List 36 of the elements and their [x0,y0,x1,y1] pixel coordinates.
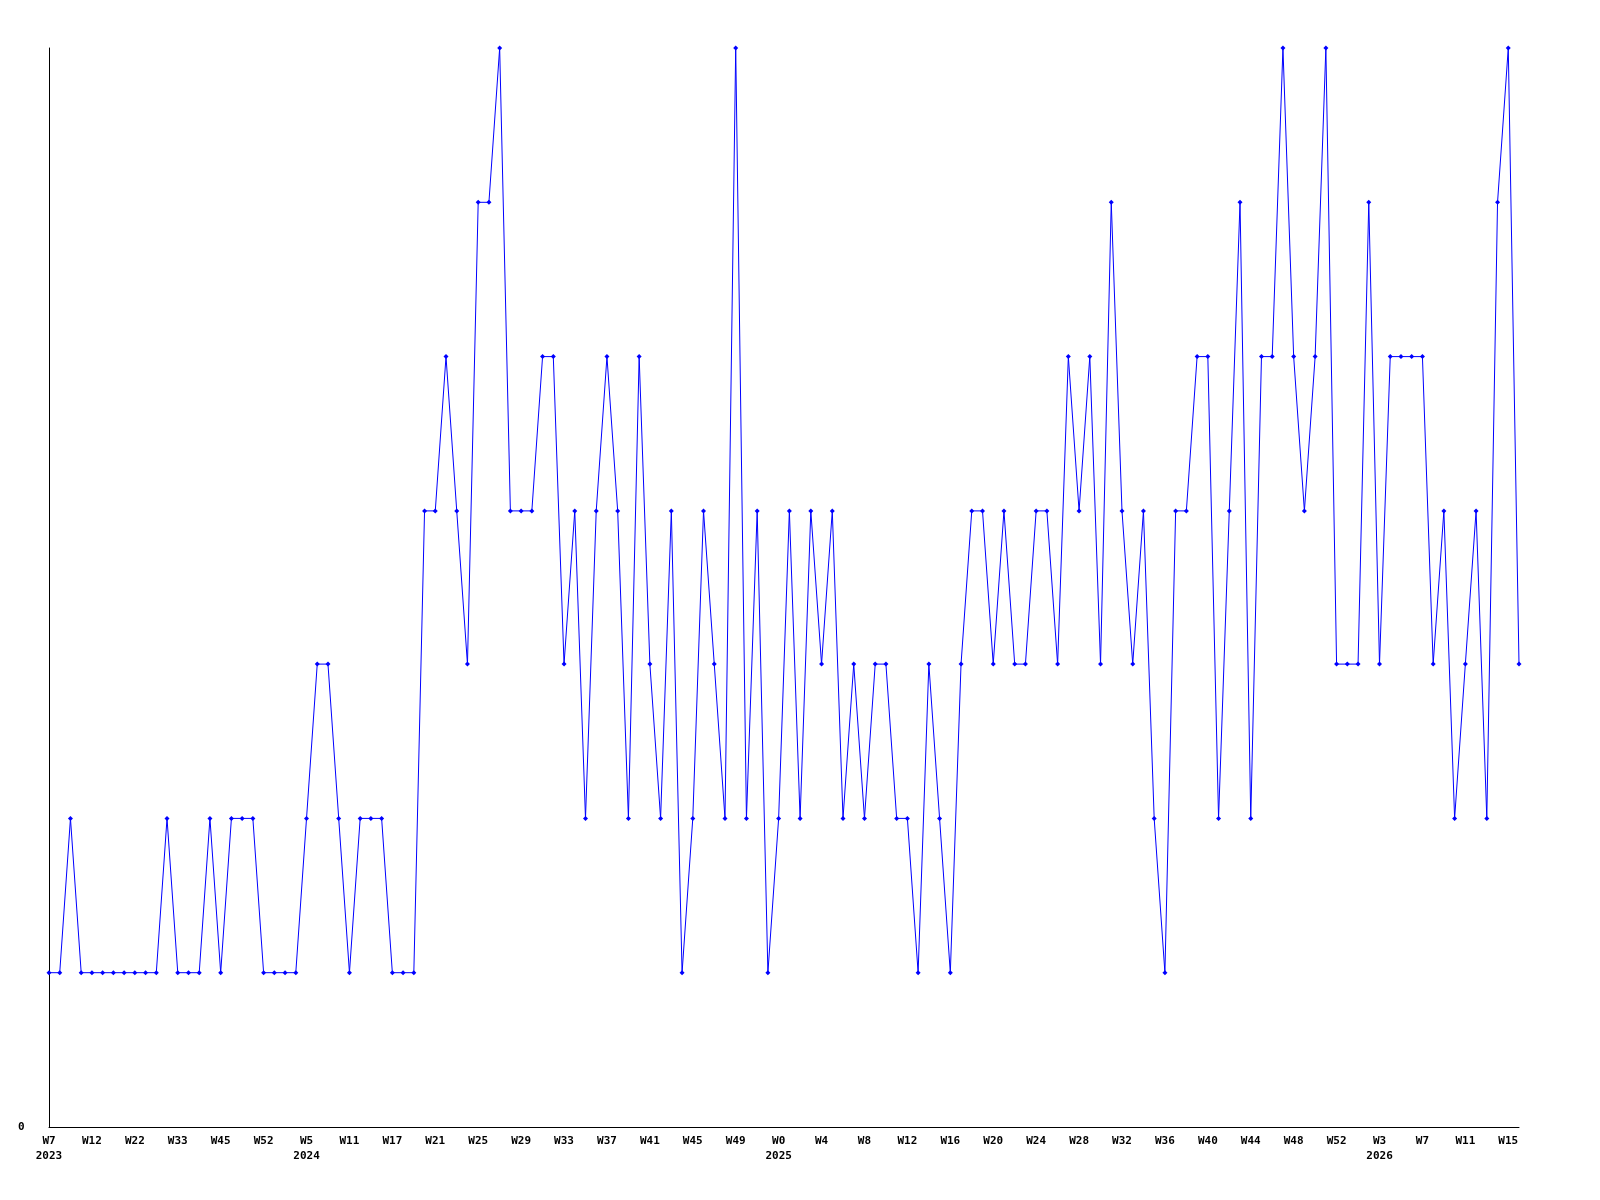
x-tick-label: W11 [1455,1134,1476,1147]
x-tick-label: W28 [1069,1134,1090,1147]
x-tick-label: W49 [725,1134,746,1147]
x-tick-label: W36 [1154,1134,1176,1147]
x-tick-label: W0 2025 [765,1134,792,1162]
x-tick-label: W44 [1240,1134,1262,1147]
x-tick-label: W15 [1498,1134,1519,1147]
x-tick-label: W21 [425,1134,446,1147]
x-tick-label: W12 [81,1134,102,1147]
x-tick-label: W33 [167,1134,188,1147]
x-tick-label: W41 [639,1134,661,1147]
x-tick-label: W20 [983,1134,1004,1147]
x-tick-label: W8 [857,1134,872,1147]
x-tick-label: W12 [897,1134,918,1147]
text: 0 [18,1120,25,1133]
x-tick-label: W24 [1026,1134,1047,1147]
x-tick-label: W32 [1112,1134,1132,1147]
x-tick-label: W37 [597,1134,617,1147]
x-tick-label: W22 [124,1134,145,1147]
x-tick-label: W52 [1326,1134,1347,1147]
x-tick-label: W16 [940,1134,961,1147]
x-tick-label: W7 2023 [35,1134,63,1162]
x-tick-label: W4 [814,1134,829,1147]
x-tick-label: W33 [554,1134,574,1147]
x-tick-label: W5 2024 [293,1134,321,1162]
x-tick-label: W17 [382,1134,403,1147]
x-tick-label: W48 [1283,1134,1304,1147]
x-tick-label: W3 2026 [1366,1134,1394,1162]
x-tick-label: W29 [511,1134,532,1147]
x-tick-label: W45 [210,1134,231,1147]
x-tick-label: W25 [468,1134,489,1147]
x-tick-label: W40 [1197,1134,1218,1147]
x-tick-label: W7 [1415,1134,1430,1147]
x-tick-label: W52 [253,1134,274,1147]
x-tick-label: W45 [682,1134,703,1147]
x-tick-label: W11 [339,1134,360,1147]
